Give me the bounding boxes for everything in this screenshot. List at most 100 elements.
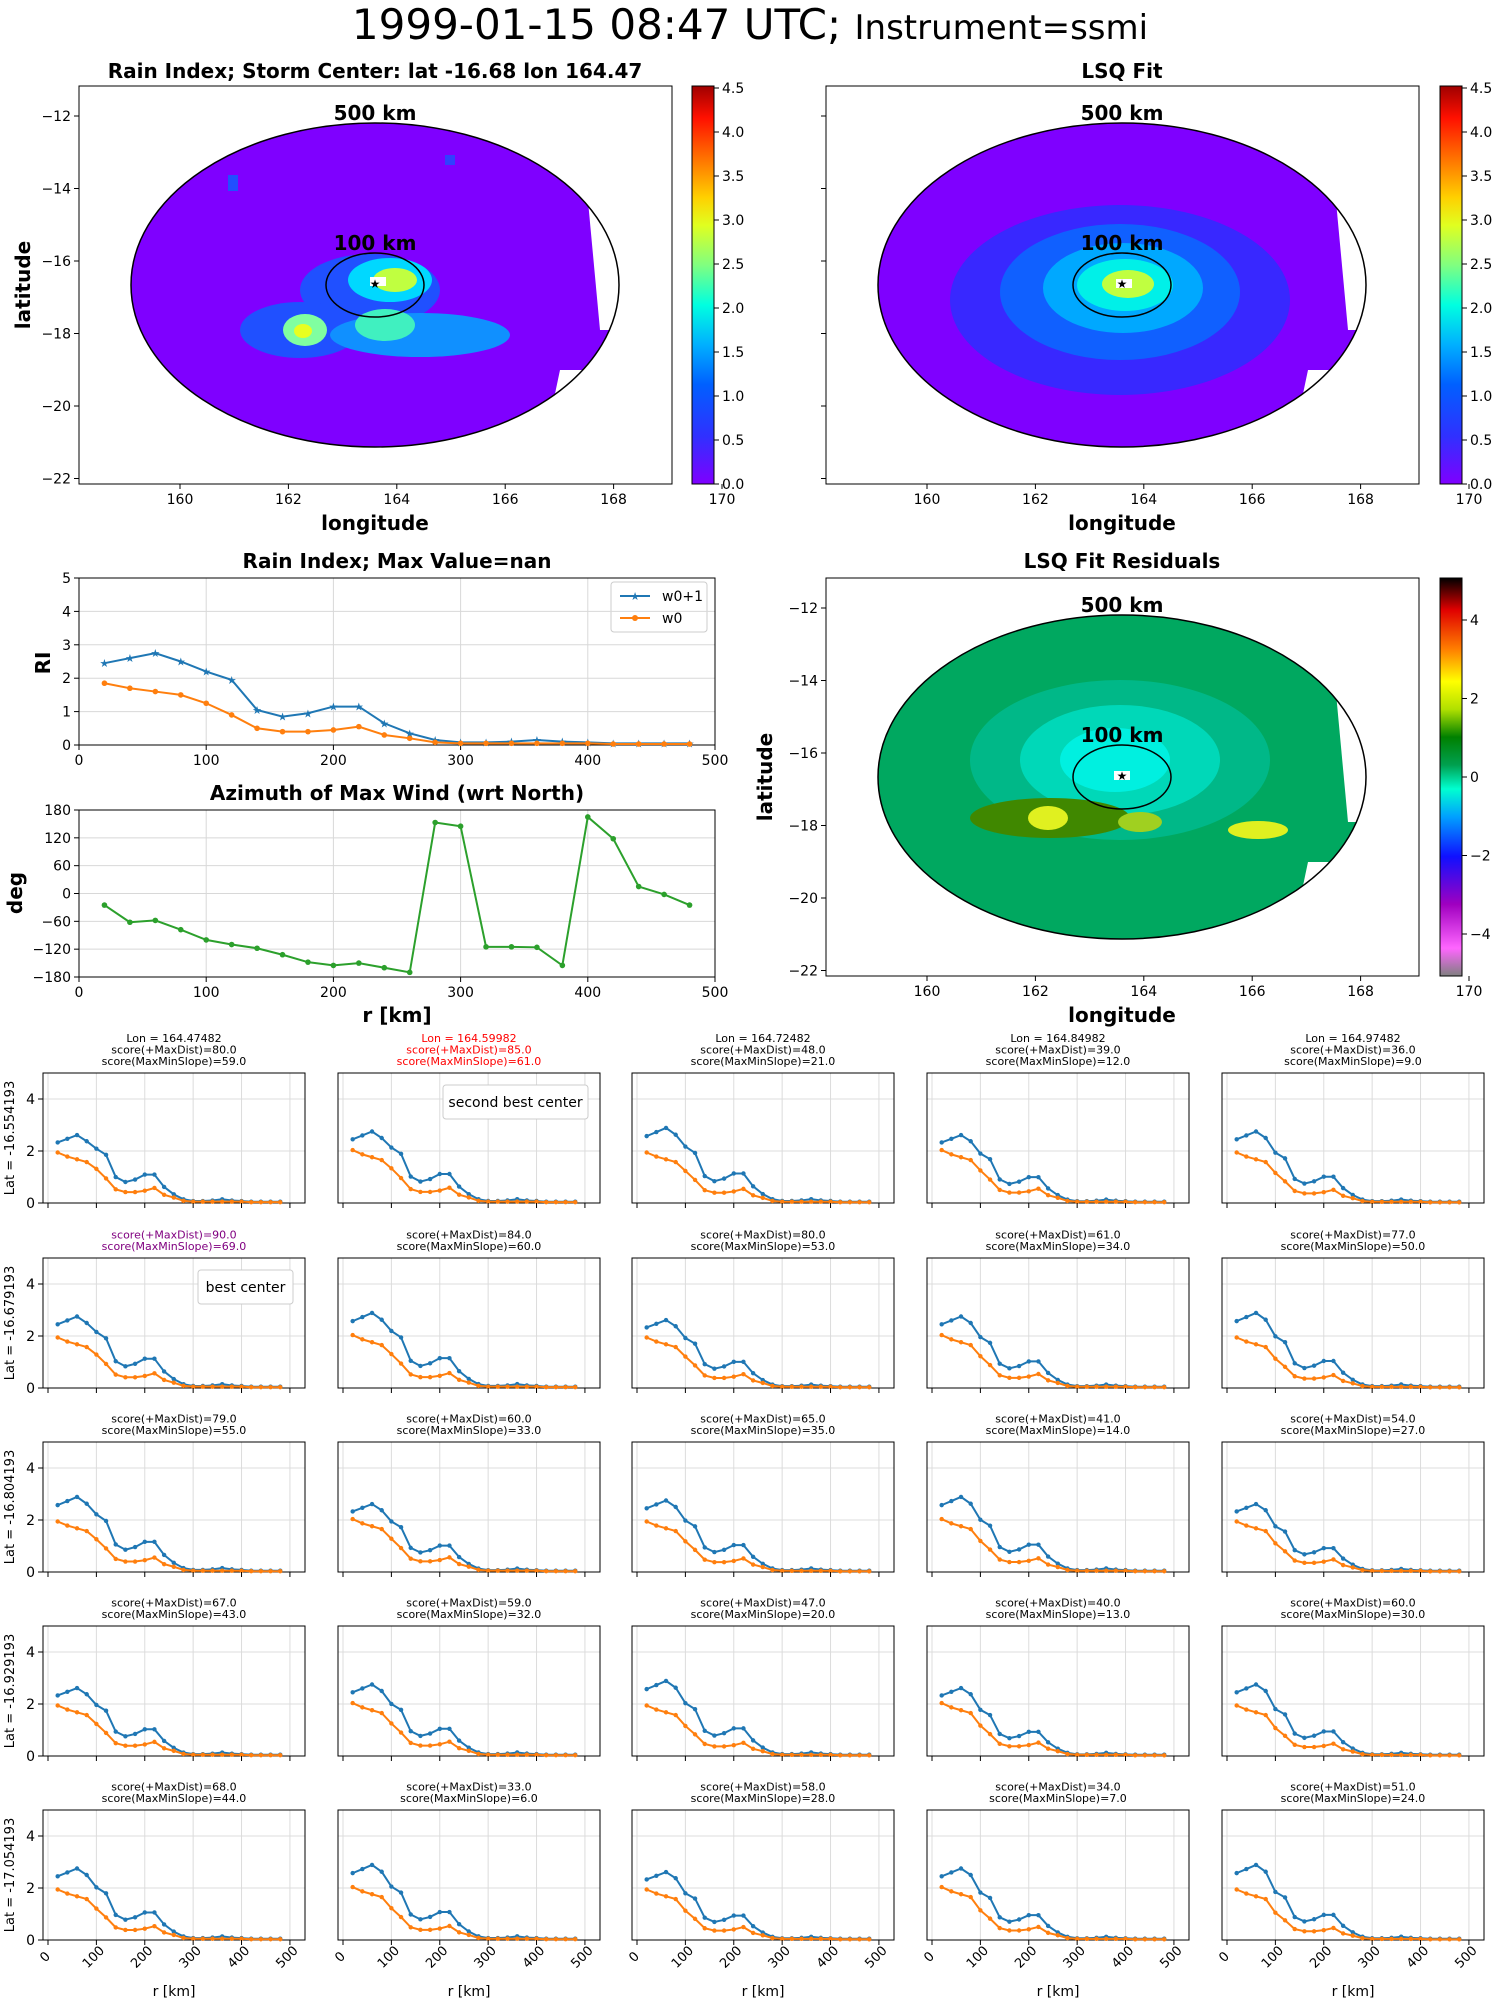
candidate-data-point [1418, 1936, 1423, 1942]
candidate-data-point [1408, 1384, 1414, 1390]
candidate-data-point [1263, 1508, 1268, 1513]
candidate-data-point [779, 1199, 785, 1204]
candidate-data-point [654, 1891, 659, 1896]
candidate-data-point [818, 1752, 824, 1757]
candidate-data-point [55, 1519, 60, 1524]
candidate-data-point [818, 1936, 824, 1942]
candidate-data-point [731, 1374, 736, 1379]
candidate-data-point [1302, 1919, 1307, 1924]
rain-map-ticks: 160 162 164 166 168 170 −12 −14 −16 −18 −20 −22 [41, 109, 735, 508]
candidate-data-point [721, 1364, 727, 1369]
candidate-data-point [1055, 1377, 1060, 1383]
candidate-data-point [258, 1569, 264, 1574]
candidate-data-point [389, 1721, 394, 1726]
candidate-data-point [721, 1928, 727, 1933]
candidate-data-point [692, 1150, 698, 1156]
candidate-data-point [750, 1930, 756, 1936]
candidate-series-line [646, 1520, 870, 1573]
candidate-data-point [997, 1544, 1002, 1550]
candidate-data-point [1113, 1752, 1119, 1757]
x-tick-label: 100 [193, 753, 220, 769]
candidate-axes [1221, 1257, 1485, 1389]
candidate-data-point [1103, 1752, 1109, 1757]
candidate-data-point [968, 1692, 973, 1697]
candidate-data-point [398, 1890, 404, 1895]
map-y-tick-label: −20 [788, 891, 818, 907]
candidate-data-point [1113, 1199, 1119, 1204]
candidate-panel: score(+MaxDist)=34.0score(MaxMinSlope)=7… [921, 1781, 1190, 2000]
candidate-data-point [103, 1708, 109, 1713]
candidate-data-point [1360, 1198, 1365, 1204]
candidate-data-point [808, 1752, 814, 1757]
candidate-data-point [74, 1342, 80, 1347]
map-x-tick-label: 162 [1022, 984, 1049, 1000]
candidate-data-point [949, 1870, 954, 1875]
candidate-panel: score(+MaxDist)=41.0score(MaxMinSlope)=1… [926, 1413, 1190, 1577]
candidate-data-point [142, 1172, 147, 1177]
candidate-row-lat-label: Lat = -16.679193 [3, 1266, 18, 1380]
candidate-data-point [229, 1936, 235, 1941]
candidate-data-point [1350, 1192, 1355, 1198]
candidate-data-point [702, 1361, 707, 1367]
map-x-tick-label: 160 [167, 492, 194, 508]
candidate-data-point [389, 1905, 394, 1911]
candidate-data-point [692, 1341, 698, 1346]
candidate-data-point [1253, 1682, 1259, 1687]
candidate-data-point [447, 1739, 452, 1744]
candidate-data-point [987, 1547, 993, 1552]
candidate-data-point [1418, 1199, 1423, 1204]
candidate-data-point [563, 1199, 568, 1205]
data-point: ★ [227, 674, 237, 687]
candidate-data-point [1389, 1384, 1394, 1390]
candidate-data-point [171, 1560, 176, 1566]
chart-axes-frame [78, 577, 716, 746]
candidate-data-point [867, 1200, 872, 1205]
candidate-data-point [712, 1733, 717, 1738]
candidate-data-point [683, 1354, 688, 1359]
rain-index-profile-chart: Rain Index; Max Value=nan RI ★ w0+1 w0 0… [31, 549, 728, 769]
candidate-data-point [553, 1569, 559, 1574]
candidate-data-point [505, 1199, 510, 1204]
candidate-x-tick-label: 100 [964, 1943, 992, 1971]
candidate-data-point [485, 1199, 491, 1204]
candidate-data-point [1026, 1174, 1031, 1180]
candidate-series-line [57, 1336, 281, 1389]
candidate-data-point [418, 1550, 423, 1555]
candidate-data-point [770, 1751, 775, 1757]
candidate-data-point [1311, 1917, 1317, 1922]
candidate-series-line [941, 1149, 1165, 1204]
candidate-data-point [828, 1752, 833, 1757]
candidate-y-tick-label: 4 [26, 1829, 35, 1845]
candidate-data-point [200, 1936, 206, 1941]
candidate-data-point [958, 1708, 964, 1713]
candidate-data-point [113, 1187, 118, 1192]
candidate-data-point [949, 1689, 954, 1694]
candidate-data-point [350, 1870, 355, 1876]
data-point [406, 735, 413, 742]
candidate-axes [42, 1257, 306, 1389]
candidate-data-point [563, 1384, 568, 1390]
candidate-data-point [712, 1928, 717, 1933]
candidate-y-tick-label: 0 [26, 1749, 35, 1765]
candidate-data-point [55, 1874, 60, 1879]
candidate-data-point [1084, 1568, 1090, 1573]
candidate-data-point [1321, 1545, 1326, 1551]
map-y-tick-label: −16 [41, 254, 71, 270]
data-point: ★ [532, 734, 542, 747]
data-point: ★ [328, 701, 338, 714]
candidate-data-point [808, 1568, 814, 1573]
candidate-data-point [867, 1753, 872, 1758]
candidate-title-line: score(MaxMinSlope)=30.0 [1281, 1608, 1426, 1621]
candidate-data-point [1437, 1937, 1443, 1942]
candidate-data-point [663, 1710, 669, 1715]
data-point [508, 944, 515, 950]
candidate-data-point [1244, 1891, 1249, 1896]
candidate-data-point [692, 1916, 698, 1922]
candidate-title-line: score(MaxMinSlope)=27.0 [1281, 1424, 1426, 1437]
legend-label-w0plus1: w0+1 [662, 589, 703, 605]
candidate-data-point [789, 1568, 795, 1573]
candidate-data-point [398, 1730, 404, 1735]
candidate-data-point [427, 1176, 433, 1182]
candidate-data-point [1133, 1937, 1138, 1942]
candidate-data-point [350, 1509, 355, 1514]
